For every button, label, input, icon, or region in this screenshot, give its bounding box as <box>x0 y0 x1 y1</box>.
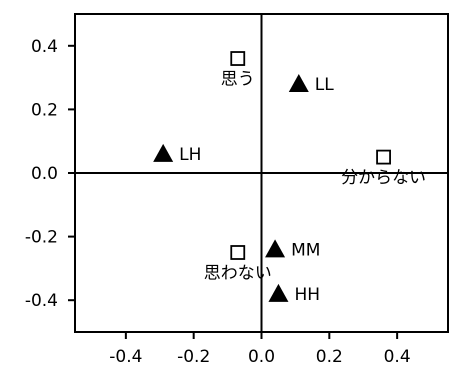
square-point-marker <box>377 151 390 164</box>
point-label: 分からない <box>341 168 426 188</box>
x-tick-label: -0.4 <box>109 347 142 367</box>
square-point-marker <box>231 52 244 65</box>
square-point-marker <box>231 246 244 259</box>
y-tick-label: -0.2 <box>25 228 58 248</box>
x-tick-label: 0.0 <box>248 347 275 367</box>
y-tick-label: -0.4 <box>25 291 58 311</box>
point-label: LH <box>179 145 201 165</box>
y-tick-label: 0.2 <box>31 100 58 120</box>
triangle-point-marker <box>268 284 288 302</box>
point-label: MM <box>291 240 320 260</box>
point-label: LL <box>315 75 334 95</box>
x-tick-label: 0.2 <box>316 347 343 367</box>
triangle-point-marker <box>153 144 173 162</box>
y-tick-label: 0.0 <box>31 164 58 184</box>
x-tick-label: 0.4 <box>384 347 411 367</box>
point-label: 思わない <box>204 264 272 284</box>
x-tick-label: -0.2 <box>177 347 210 367</box>
point-label: HH <box>294 285 320 305</box>
triangle-point-marker <box>265 239 285 257</box>
y-tick-label: 0.4 <box>31 37 58 57</box>
triangle-point-marker <box>289 74 309 92</box>
point-label: 思う <box>221 70 255 90</box>
